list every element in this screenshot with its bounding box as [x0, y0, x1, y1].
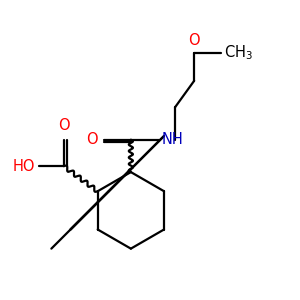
Text: HO: HO [13, 159, 35, 174]
Text: CH$_3$: CH$_3$ [224, 44, 253, 62]
Text: O: O [86, 132, 98, 147]
Text: O: O [58, 118, 70, 133]
Text: O: O [188, 32, 200, 47]
Text: NH: NH [162, 132, 184, 147]
